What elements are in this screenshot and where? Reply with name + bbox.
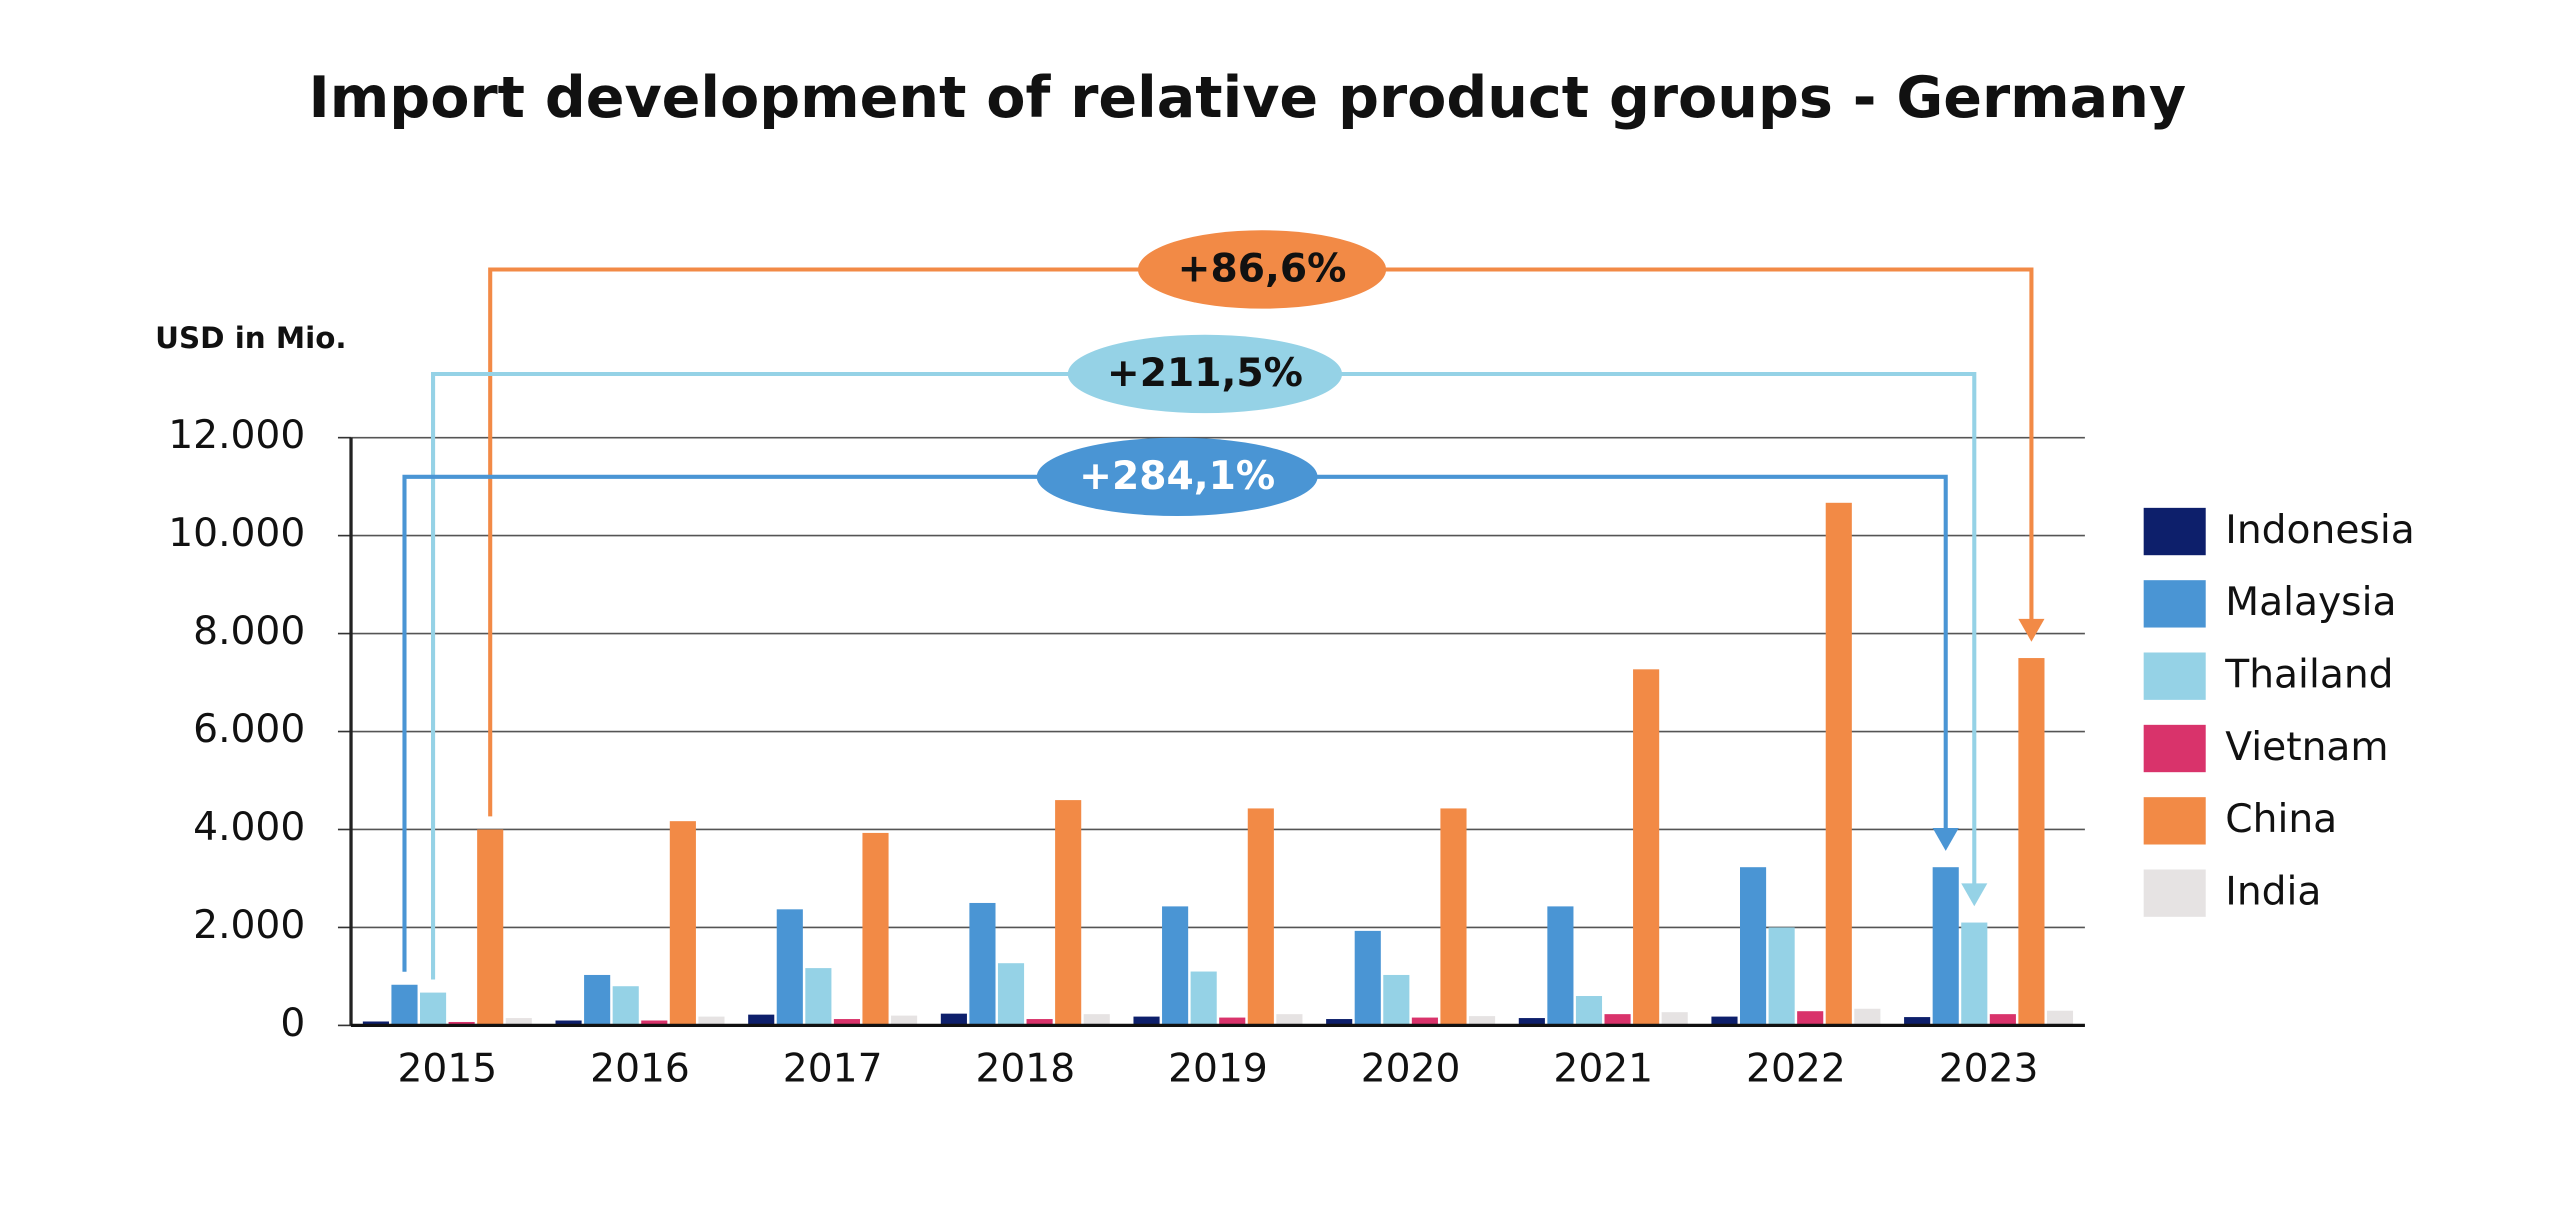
x-tick-label: 2017 <box>783 1047 883 1092</box>
legend-label: India <box>2225 869 2321 914</box>
legend-swatch <box>2143 652 2206 700</box>
legend-swatch <box>2143 507 2206 556</box>
bar <box>2046 1010 2074 1026</box>
legend-swatch <box>2143 724 2206 773</box>
bar <box>1711 1016 1738 1026</box>
bar <box>612 986 639 1026</box>
bar <box>1904 1017 1931 1026</box>
bar <box>1247 808 1274 1026</box>
bar <box>1633 669 1660 1026</box>
annotation-arrow <box>2018 618 2045 642</box>
bar <box>1162 906 1189 1026</box>
bar <box>1547 906 1574 1026</box>
x-tick-label: 2020 <box>1361 1047 1461 1092</box>
bar <box>1932 867 1959 1026</box>
legend-label: Malaysia <box>2225 580 2396 625</box>
bar <box>1825 502 1852 1026</box>
bar <box>1989 1014 2016 1026</box>
y-tick-label: 8.000 <box>193 609 305 654</box>
bar <box>1411 1017 1438 1026</box>
x-tick-label: 2016 <box>590 1047 690 1092</box>
y-tick-label: 12.000 <box>168 413 305 458</box>
bar <box>1661 1012 1688 1026</box>
annotation-badge <box>1067 334 1343 414</box>
bar <box>833 1019 860 1026</box>
bar <box>1055 800 1082 1026</box>
y-tick-label: 4.000 <box>193 805 305 850</box>
bar <box>584 974 611 1026</box>
bar <box>1083 1014 1110 1026</box>
bar <box>805 968 832 1026</box>
annotation-arrow <box>1961 883 1988 907</box>
bar <box>420 992 447 1026</box>
bar <box>997 963 1025 1026</box>
legend-label: Thailand <box>2224 653 2393 698</box>
legend-label: Indonesia <box>2225 508 2414 553</box>
legend-swatch <box>2143 580 2206 628</box>
bar <box>1575 996 1603 1026</box>
bar <box>748 1014 775 1026</box>
bar <box>1797 1011 1824 1026</box>
bar <box>776 909 803 1026</box>
annotation-arrow <box>1932 828 1959 851</box>
bar <box>1768 927 1795 1026</box>
x-tick-label: 2021 <box>1553 1047 1653 1092</box>
annotation-text: +284,1% <box>1079 454 1275 499</box>
bar <box>641 1020 668 1026</box>
bar <box>698 1016 725 1026</box>
bar <box>1383 974 1410 1026</box>
bar <box>862 832 889 1026</box>
y-tick-label: 0 <box>280 1001 305 1046</box>
bar <box>940 1013 967 1026</box>
bar <box>2018 658 2045 1026</box>
bar <box>1133 1016 1160 1026</box>
bar <box>1740 867 1767 1026</box>
bar <box>362 1021 389 1026</box>
y-tick-label: 6.000 <box>193 707 305 752</box>
bar <box>669 821 696 1026</box>
bar <box>1518 1018 1545 1026</box>
annotation-badge <box>1036 437 1318 517</box>
bar <box>1854 1008 1881 1026</box>
bar <box>969 902 996 1026</box>
bar <box>1354 930 1381 1026</box>
bar <box>1440 808 1467 1026</box>
bar <box>1026 1019 1053 1026</box>
y-axis-label: USD in Mio. <box>155 321 346 355</box>
bar <box>555 1020 582 1026</box>
x-tick-label: 2019 <box>1168 1047 1268 1092</box>
legend-swatch <box>2143 797 2206 845</box>
legend-label: China <box>2225 797 2337 842</box>
bar <box>1276 1014 1303 1026</box>
y-tick-label: 2.000 <box>193 903 305 948</box>
x-tick-label: 2023 <box>1939 1047 2039 1092</box>
bar <box>391 984 418 1026</box>
x-tick-label: 2018 <box>975 1047 1075 1092</box>
annotation-text: +211,5% <box>1107 351 1303 396</box>
bar <box>891 1015 918 1026</box>
bar <box>1326 1019 1353 1026</box>
legend-label: Vietnam <box>2225 725 2388 770</box>
x-tick-label: 2015 <box>397 1047 497 1092</box>
bar <box>1468 1016 1496 1026</box>
annotation-text: +86,6% <box>1178 247 1347 292</box>
bar <box>477 829 504 1026</box>
x-tick-label: 2022 <box>1746 1047 1846 1092</box>
legend-swatch <box>2143 869 2206 917</box>
bar <box>1190 971 1217 1026</box>
chart-title: Import development of relative product g… <box>309 65 2187 131</box>
bar <box>505 1018 532 1026</box>
annotation-badge <box>1137 230 1387 309</box>
annotation-bracket <box>402 474 1948 972</box>
y-tick-label: 10.000 <box>168 511 305 556</box>
bar <box>1604 1014 1631 1026</box>
bar <box>1219 1017 1246 1026</box>
bar <box>1961 922 1988 1026</box>
bar <box>448 1021 475 1026</box>
